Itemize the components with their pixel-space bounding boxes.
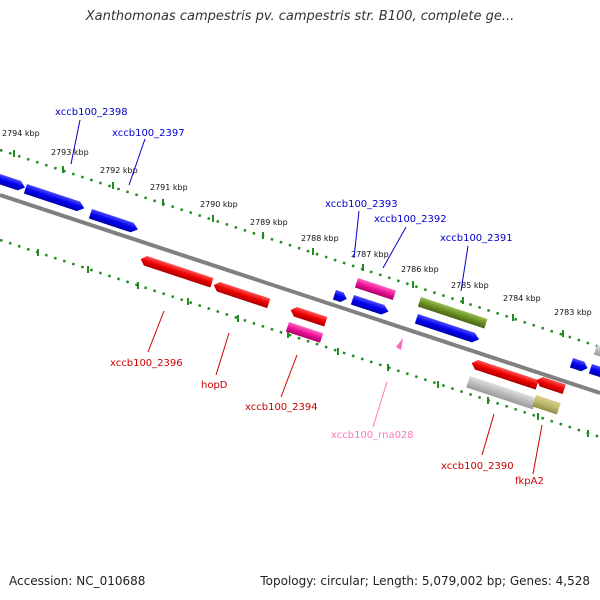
gene-forward[interactable] xyxy=(414,314,481,344)
gene-label[interactable]: xccb100_2390 xyxy=(441,461,514,472)
gene-label[interactable]: xccb100_2393 xyxy=(325,199,398,210)
kbp-label: 2789 kbp xyxy=(250,218,288,227)
gene-reverse[interactable] xyxy=(535,375,566,395)
accession-text: Accession: NC_010688 xyxy=(9,574,146,588)
map-title: Xanthomonas campestris pv. campestris st… xyxy=(85,9,515,24)
gene-rna[interactable] xyxy=(354,278,396,301)
kbp-label: 2787 kbp xyxy=(351,250,389,259)
gene-label[interactable]: xccb100_2391 xyxy=(440,233,513,244)
lower-scale-track xyxy=(0,238,600,439)
kbp-label: 2788 kbp xyxy=(301,234,339,243)
genome-stats-text: Topology: circular; Length: 5,079,002 bp… xyxy=(260,574,590,588)
kbp-label: 2794 kbp xyxy=(2,129,40,138)
rna-marker[interactable] xyxy=(396,338,403,350)
gene-label[interactable]: xccb100_2392 xyxy=(374,214,447,225)
upper-ticks xyxy=(13,150,564,337)
gene-label[interactable]: xccb100_2396 xyxy=(110,358,183,369)
gene-forward[interactable] xyxy=(332,290,348,304)
gene-forward[interactable] xyxy=(569,358,589,373)
kbp-label: 2786 kbp xyxy=(401,265,439,274)
gene-pseudo[interactable] xyxy=(466,376,537,410)
upper-callouts xyxy=(70,119,469,292)
gene-forward[interactable] xyxy=(588,364,600,380)
gene-forward[interactable] xyxy=(350,295,390,316)
kbp-label: 2790 kbp xyxy=(200,200,238,209)
lower-callouts xyxy=(147,310,543,475)
gene-pseudo[interactable] xyxy=(593,345,600,358)
gene-label[interactable]: fkpA2 xyxy=(515,476,544,487)
gene-rna[interactable] xyxy=(285,322,324,343)
gene-label[interactable]: xccb100_rna028 xyxy=(331,430,414,441)
gene-reverse[interactable] xyxy=(139,254,214,288)
gene-forward[interactable] xyxy=(0,170,27,192)
kbp-label: 2783 kbp xyxy=(554,308,592,317)
gene-other[interactable] xyxy=(532,395,561,415)
backbone-line xyxy=(0,193,600,395)
gene-label[interactable]: xccb100_2398 xyxy=(55,107,128,118)
kbp-label: 2792 kbp xyxy=(100,166,138,175)
gene-reverse[interactable] xyxy=(289,305,328,327)
gene-label[interactable]: xccb100_2397 xyxy=(112,128,185,139)
kbp-label: 2791 kbp xyxy=(150,183,188,192)
gene-label[interactable]: hopD xyxy=(201,380,228,391)
gene-label[interactable]: xccb100_2394 xyxy=(245,402,318,413)
gene-forward[interactable] xyxy=(88,209,140,234)
kbp-label: 2785 kbp xyxy=(451,281,489,290)
gene-other[interactable] xyxy=(417,297,488,329)
lower-ticks xyxy=(37,249,589,437)
upper-scale-track xyxy=(0,148,600,349)
gene-forward[interactable] xyxy=(23,184,86,213)
kbp-label: 2784 kbp xyxy=(503,294,541,303)
gene-reverse[interactable] xyxy=(212,280,271,309)
kbp-label: 2793 kbp xyxy=(51,148,89,157)
gene-reverse[interactable] xyxy=(470,358,539,390)
